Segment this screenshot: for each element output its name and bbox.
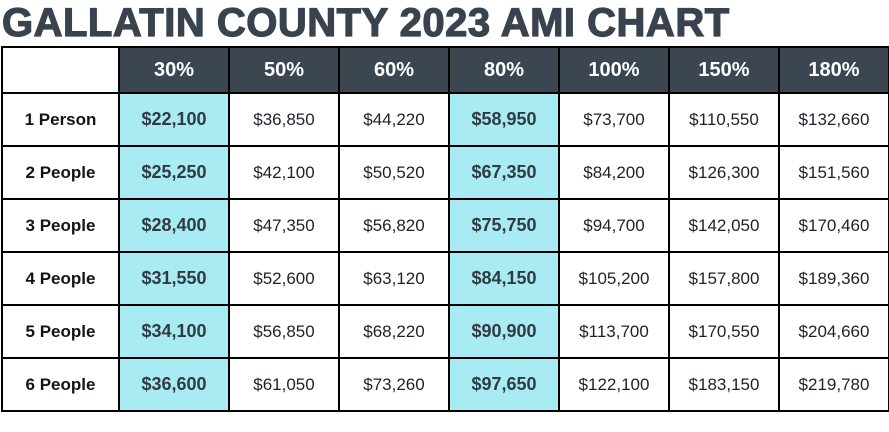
table-cell: $75,750 xyxy=(448,198,560,253)
row-header: 6 People xyxy=(1,357,120,412)
table-cell: $61,050 xyxy=(228,357,340,412)
table-cell: $97,650 xyxy=(448,357,560,412)
column-header: 150% xyxy=(668,46,780,94)
table-cell: $204,660 xyxy=(778,304,889,359)
table-cell: $67,350 xyxy=(448,145,560,200)
table-cell: $52,600 xyxy=(228,251,340,306)
table-row: 3 People $28,400 $47,350 $56,820 $75,750 $94,… xyxy=(1,198,889,253)
table-header: 30% 50% 60% 80% 100% 150% 180% xyxy=(1,46,889,94)
table-cell: $44,220 xyxy=(338,92,450,147)
column-header: 100% xyxy=(558,46,670,94)
table-cell: $68,220 xyxy=(338,304,450,359)
corner-cell xyxy=(1,46,120,94)
table-cell: $157,800 xyxy=(668,251,780,306)
table-cell: $34,100 xyxy=(118,304,230,359)
table-cell: $36,850 xyxy=(228,92,340,147)
column-header: 50% xyxy=(228,46,340,94)
table-cell: $132,660 xyxy=(778,92,889,147)
table-cell: $189,360 xyxy=(778,251,889,306)
table-cell: $94,700 xyxy=(558,198,670,253)
column-header: 180% xyxy=(778,46,889,94)
column-header: 30% xyxy=(118,46,230,94)
table-cell: $56,850 xyxy=(228,304,340,359)
table-cell: $170,550 xyxy=(668,304,780,359)
table-cell: $47,350 xyxy=(228,198,340,253)
table-cell: $58,950 xyxy=(448,92,560,147)
table-cell: $142,050 xyxy=(668,198,780,253)
table-cell: $105,200 xyxy=(558,251,670,306)
table-cell: $56,820 xyxy=(338,198,450,253)
page-title: GALLATIN COUNTY 2023 AMI CHART xyxy=(1,0,730,45)
table-cell: $73,700 xyxy=(558,92,670,147)
table-cell: $31,550 xyxy=(118,251,230,306)
table-cell: $183,150 xyxy=(668,357,780,412)
table-cell: $219,780 xyxy=(778,357,889,412)
table-cell: $110,550 xyxy=(668,92,780,147)
table-cell: $90,900 xyxy=(448,304,560,359)
row-header: 1 Person xyxy=(1,92,120,147)
row-header: 3 People xyxy=(1,198,120,253)
table-cell: $28,400 xyxy=(118,198,230,253)
table-body: 1 Person $22,100 $36,850 $44,220 $58,950 $73,… xyxy=(1,92,889,412)
table-cell: $170,460 xyxy=(778,198,889,253)
table-row: 1 Person $22,100 $36,850 $44,220 $58,950 $73,… xyxy=(1,92,889,147)
table-cell: $50,520 xyxy=(338,145,450,200)
table-cell: $25,250 xyxy=(118,145,230,200)
table-cell: $63,120 xyxy=(338,251,450,306)
table-row: 4 People $31,550 $52,600 $63,120 $84,150 $105… xyxy=(1,251,889,306)
row-header: 4 People xyxy=(1,251,120,306)
table-row: 2 People $25,250 $42,100 $50,520 $67,350 $84,… xyxy=(1,145,889,200)
row-header: 5 People xyxy=(1,304,120,359)
table-cell: $22,100 xyxy=(118,92,230,147)
table-cell: $42,100 xyxy=(228,145,340,200)
column-header: 60% xyxy=(338,46,450,94)
column-header: 80% xyxy=(448,46,560,94)
table-row: 5 People $34,100 $56,850 $68,220 $90,900 $113… xyxy=(1,304,889,359)
table-cell: $84,200 xyxy=(558,145,670,200)
row-header: 2 People xyxy=(1,145,120,200)
table-cell: $84,150 xyxy=(448,251,560,306)
ami-table: 30% 50% 60% 80% 100% 150% 180% 1 Person $22,100… xyxy=(1,46,889,412)
table-cell: $73,260 xyxy=(338,357,450,412)
header-row: 30% 50% 60% 80% 100% 150% 180% xyxy=(1,46,889,94)
table-cell: $113,700 xyxy=(558,304,670,359)
table-cell: $36,600 xyxy=(118,357,230,412)
table-row: 6 People $36,600 $61,050 $73,260 $97,650 $122… xyxy=(1,357,889,412)
table-cell: $126,300 xyxy=(668,145,780,200)
table-cell: $151,560 xyxy=(778,145,889,200)
table-cell: $122,100 xyxy=(558,357,670,412)
